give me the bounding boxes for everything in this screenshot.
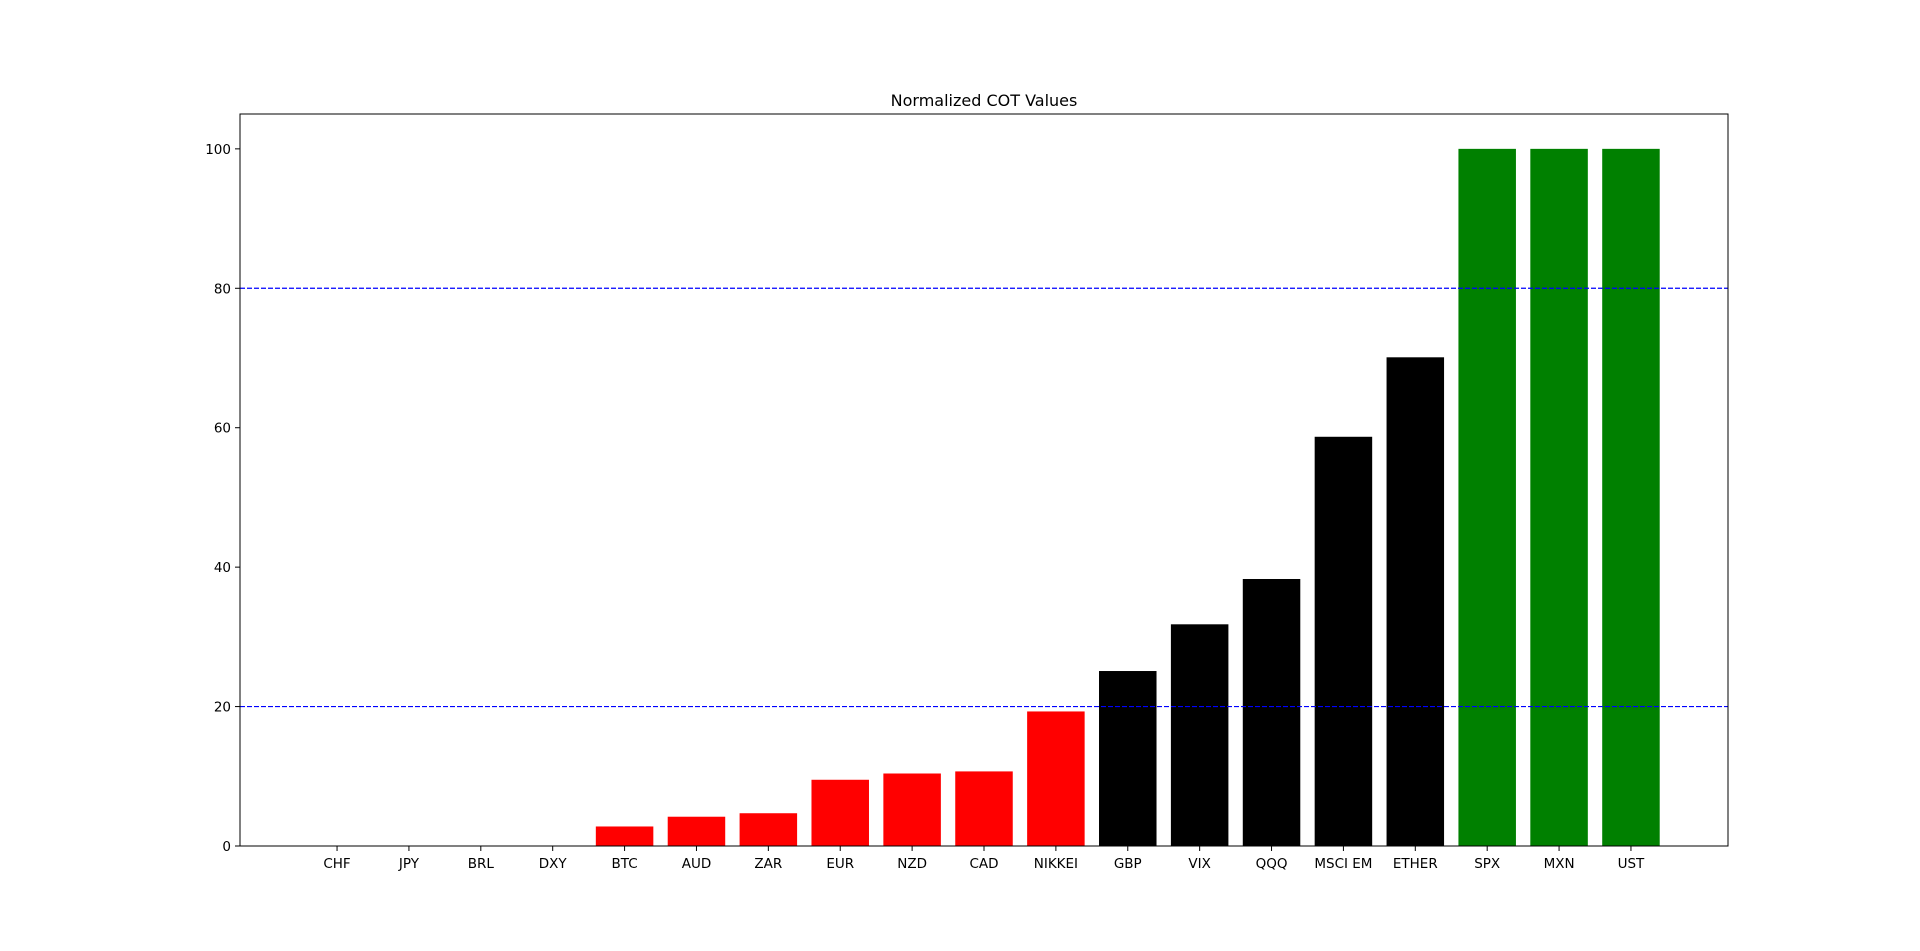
x-tick-label: BTC	[612, 856, 638, 872]
x-tick-label: BRL	[468, 856, 495, 872]
y-tick-label: 60	[214, 421, 231, 437]
bar	[1170, 624, 1229, 846]
y-tick-label: 40	[214, 560, 231, 576]
x-tick-label: AUD	[682, 856, 712, 872]
y-tick-label: 80	[214, 281, 231, 297]
x-tick-label: VIX	[1188, 856, 1210, 872]
bar	[1530, 148, 1588, 846]
y-tick-label: 100	[205, 142, 231, 158]
bar	[595, 826, 654, 846]
bar	[1314, 436, 1373, 846]
bar	[1099, 671, 1157, 846]
bar	[667, 816, 726, 846]
bar	[1602, 148, 1660, 846]
bar	[883, 773, 941, 846]
x-tick-label: EUR	[826, 856, 854, 872]
bar	[811, 779, 869, 846]
x-tick-label: GBP	[1114, 856, 1142, 872]
bar	[955, 771, 1013, 846]
x-tick-label: CHF	[323, 856, 350, 872]
x-tick-label: MSCI EM	[1314, 856, 1372, 872]
x-tick-label: MXN	[1544, 856, 1575, 872]
x-tick-label: NIKKEI	[1034, 856, 1078, 872]
x-tick-label: QQQ	[1256, 856, 1288, 872]
x-tick-label: JPY	[398, 856, 420, 872]
x-tick-label: SPX	[1474, 856, 1500, 872]
bar	[1458, 148, 1516, 846]
plot-frame	[239, 113, 1729, 847]
x-tick-label: ETHER	[1393, 856, 1438, 872]
x-tick-label: ZAR	[754, 856, 782, 872]
bar	[739, 813, 798, 846]
x-tick-label: DXY	[539, 856, 568, 872]
y-tick-label: 20	[214, 700, 231, 716]
chart-title: Normalized COT Values	[891, 91, 1078, 110]
x-tick-label: CAD	[969, 856, 998, 872]
x-tick-label: UST	[1618, 856, 1645, 872]
y-tick-label: 0	[222, 839, 231, 855]
x-tick-label: NZD	[897, 856, 927, 872]
bar	[1242, 578, 1301, 846]
bar	[1027, 711, 1085, 846]
bar	[1386, 357, 1445, 846]
